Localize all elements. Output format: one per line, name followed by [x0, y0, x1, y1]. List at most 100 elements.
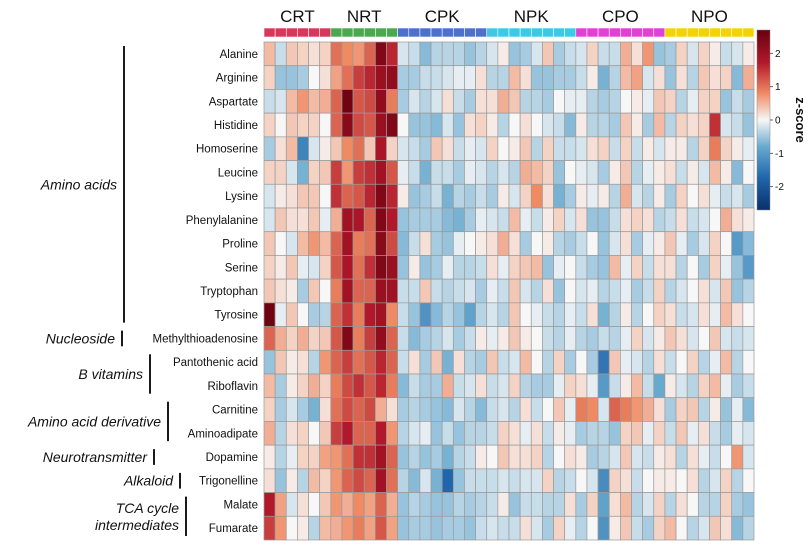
heatmap-cell [519, 231, 532, 256]
heatmap-cell [597, 207, 610, 233]
heatmap-cell [508, 302, 521, 327]
group-bar-crt [285, 27, 298, 38]
heatmap-cell [452, 421, 465, 446]
heatmap-cell [308, 326, 321, 351]
heatmap-cell [564, 515, 577, 541]
heatmap-cell [664, 41, 677, 67]
heatmap-cell [308, 468, 321, 493]
heatmap-cell [686, 397, 699, 422]
heatmap-cell [486, 231, 499, 256]
heatmap-cell [686, 278, 699, 304]
heatmap-cell [697, 278, 710, 304]
heatmap-cell [408, 444, 421, 470]
heatmap-cell [720, 349, 733, 375]
heatmap-cell [419, 373, 432, 399]
heatmap-cell [731, 183, 744, 209]
heatmap-cell [475, 515, 488, 541]
heatmap-cell [586, 65, 599, 90]
heatmap-cell [274, 349, 287, 375]
heatmap-cell [319, 231, 332, 256]
heatmap-cell [386, 302, 398, 327]
heatmap-cell [341, 65, 354, 90]
heatmap-cell [430, 160, 443, 185]
heatmap-cell [675, 326, 688, 351]
heatmap-cell [408, 421, 421, 446]
group-label-cpk: CPK [425, 7, 461, 26]
heatmap-cell [586, 160, 599, 185]
heatmap-cell [620, 183, 632, 209]
heatmap-cell [586, 349, 599, 375]
heatmap-cell [508, 349, 521, 375]
heatmap-cell [308, 397, 321, 422]
heatmap-cell [653, 515, 666, 541]
heatmap-cell [686, 373, 699, 399]
heatmap-cell [419, 397, 432, 422]
heatmap-cell [508, 207, 521, 233]
heatmap-cell [530, 468, 543, 493]
heatmap-cell [430, 65, 443, 90]
heatmap-cell [664, 444, 677, 470]
heatmap-cell [553, 65, 566, 90]
heatmap-cell [452, 207, 465, 233]
heatmap-cell [274, 302, 287, 327]
group-bar-npo [742, 27, 755, 38]
heatmap-cell [330, 515, 343, 541]
heatmap-cell [564, 183, 577, 209]
heatmap-cell [697, 255, 710, 280]
heatmap-cell [586, 231, 599, 256]
heatmap-cell [486, 278, 499, 304]
heatmap-cell [742, 468, 755, 493]
heatmap-cell [408, 302, 421, 327]
heatmap-cell [653, 112, 666, 138]
heatmap-cell [720, 302, 733, 327]
heatmap-cell [486, 492, 499, 517]
heatmap-cell [686, 89, 699, 114]
heatmap-cell [352, 160, 365, 185]
heatmap-cell [608, 207, 621, 233]
heatmap-cell [486, 515, 499, 541]
heatmap-cell [452, 349, 465, 375]
heatmap-cell [709, 444, 721, 470]
group-bar-cpo [575, 27, 588, 38]
heatmap-cell [642, 112, 655, 138]
heatmap-cell [352, 349, 365, 375]
heatmap-cell [475, 444, 488, 470]
heatmap-cell [508, 255, 521, 280]
heatmap-cell [274, 160, 287, 185]
heatmap-cell [553, 468, 566, 493]
heatmap-cell [686, 302, 699, 327]
heatmap-cell [575, 326, 588, 351]
heatmap-cell [686, 41, 699, 67]
category-label: TCA cycle [116, 500, 179, 516]
heatmap-cell [664, 183, 677, 209]
heatmap-cell [464, 278, 476, 304]
heatmap-cell [542, 65, 554, 90]
heatmap-cell [720, 515, 733, 541]
heatmap-cell [319, 492, 332, 517]
group-bar-npk [530, 27, 543, 38]
heatmap-cell [464, 65, 476, 90]
heatmap-cell [341, 349, 354, 375]
heatmap-cell [363, 255, 376, 280]
heatmap-cell [386, 492, 398, 517]
heatmap-cell [731, 65, 744, 90]
heatmap-cell [375, 41, 387, 67]
heatmap-cell [631, 515, 643, 541]
heatmap-cell [664, 112, 677, 138]
heatmap-cell [341, 255, 354, 280]
heatmap-cell [430, 41, 443, 67]
heatmap-cell [386, 89, 398, 114]
heatmap-cell [697, 492, 710, 517]
heatmap-cell [330, 444, 343, 470]
group-label-nrt: NRT [347, 7, 382, 26]
heatmap-cell [285, 492, 298, 517]
heatmap-cell [419, 207, 432, 233]
heatmap-cell [419, 515, 432, 541]
colorbar-tick-label: -1 [775, 149, 784, 160]
heatmap-cell [653, 207, 666, 233]
heatmap-cell [375, 492, 387, 517]
heatmap-cell [352, 136, 365, 161]
heatmap-cell [686, 515, 699, 541]
heatmap-cell [397, 207, 410, 233]
heatmap-cell [731, 349, 744, 375]
